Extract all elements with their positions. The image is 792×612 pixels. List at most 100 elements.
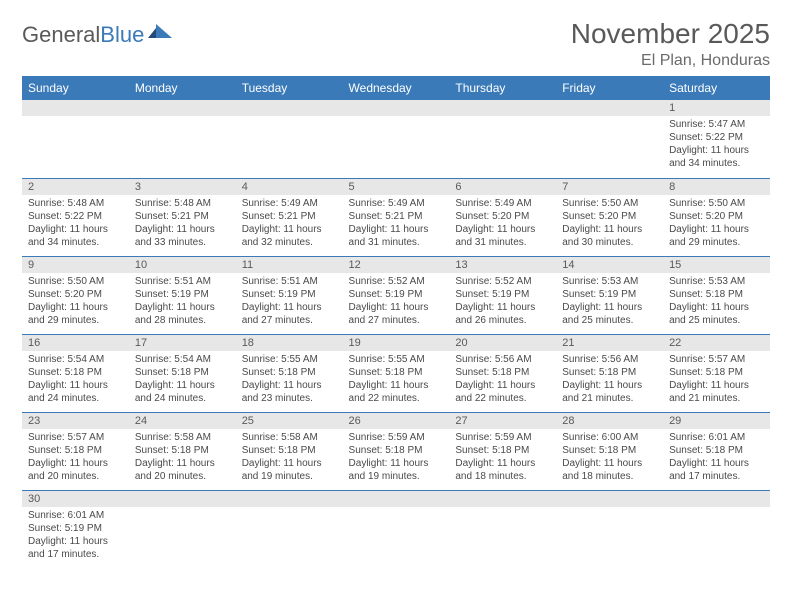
calendar-day-cell: 14Sunrise: 5:53 AMSunset: 5:19 PMDayligh… <box>556 256 663 334</box>
day-details: Sunrise: 5:51 AMSunset: 5:19 PMDaylight:… <box>236 273 343 331</box>
sunrise-text: Sunrise: 5:49 AM <box>242 197 337 210</box>
day-number: 6 <box>449 179 556 195</box>
calendar-day-cell: 28Sunrise: 6:00 AMSunset: 5:18 PMDayligh… <box>556 412 663 490</box>
daylight-text: Daylight: 11 hours and 20 minutes. <box>135 457 230 483</box>
day-details: Sunrise: 5:53 AMSunset: 5:19 PMDaylight:… <box>556 273 663 331</box>
calendar-week-row: 1Sunrise: 5:47 AMSunset: 5:22 PMDaylight… <box>22 100 770 178</box>
day-number: 5 <box>343 179 450 195</box>
calendar-week-row: 2Sunrise: 5:48 AMSunset: 5:22 PMDaylight… <box>22 178 770 256</box>
calendar-week-row: 16Sunrise: 5:54 AMSunset: 5:18 PMDayligh… <box>22 334 770 412</box>
calendar-day-cell <box>343 100 450 178</box>
sunset-text: Sunset: 5:20 PM <box>562 210 657 223</box>
day-details: Sunrise: 5:53 AMSunset: 5:18 PMDaylight:… <box>663 273 770 331</box>
day-number: 8 <box>663 179 770 195</box>
day-details: Sunrise: 5:49 AMSunset: 5:21 PMDaylight:… <box>236 195 343 253</box>
sunset-text: Sunset: 5:18 PM <box>28 444 123 457</box>
daylight-text: Daylight: 11 hours and 17 minutes. <box>28 535 123 561</box>
day-number: 28 <box>556 413 663 429</box>
daylight-text: Daylight: 11 hours and 22 minutes. <box>455 379 550 405</box>
sunset-text: Sunset: 5:18 PM <box>669 366 764 379</box>
daylight-text: Daylight: 11 hours and 31 minutes. <box>349 223 444 249</box>
day-details <box>449 116 556 122</box>
day-number <box>343 100 450 116</box>
sunset-text: Sunset: 5:18 PM <box>669 288 764 301</box>
day-details <box>343 507 450 513</box>
daylight-text: Daylight: 11 hours and 21 minutes. <box>669 379 764 405</box>
calendar-week-row: 9Sunrise: 5:50 AMSunset: 5:20 PMDaylight… <box>22 256 770 334</box>
daylight-text: Daylight: 11 hours and 29 minutes. <box>669 223 764 249</box>
day-details: Sunrise: 5:55 AMSunset: 5:18 PMDaylight:… <box>236 351 343 409</box>
day-number: 20 <box>449 335 556 351</box>
daylight-text: Daylight: 11 hours and 33 minutes. <box>135 223 230 249</box>
daylight-text: Daylight: 11 hours and 17 minutes. <box>669 457 764 483</box>
day-details: Sunrise: 6:01 AMSunset: 5:19 PMDaylight:… <box>22 507 129 565</box>
sunset-text: Sunset: 5:22 PM <box>669 131 764 144</box>
daylight-text: Daylight: 11 hours and 21 minutes. <box>562 379 657 405</box>
calendar-day-cell: 8Sunrise: 5:50 AMSunset: 5:20 PMDaylight… <box>663 178 770 256</box>
day-details: Sunrise: 5:57 AMSunset: 5:18 PMDaylight:… <box>22 429 129 487</box>
daylight-text: Daylight: 11 hours and 18 minutes. <box>562 457 657 483</box>
day-details: Sunrise: 6:01 AMSunset: 5:18 PMDaylight:… <box>663 429 770 487</box>
day-details: Sunrise: 5:58 AMSunset: 5:18 PMDaylight:… <box>129 429 236 487</box>
logo: GeneralBlue <box>22 18 174 48</box>
sunset-text: Sunset: 5:18 PM <box>669 444 764 457</box>
day-details: Sunrise: 5:49 AMSunset: 5:20 PMDaylight:… <box>449 195 556 253</box>
sunset-text: Sunset: 5:18 PM <box>349 444 444 457</box>
sunrise-text: Sunrise: 5:53 AM <box>562 275 657 288</box>
day-number: 7 <box>556 179 663 195</box>
day-details: Sunrise: 5:56 AMSunset: 5:18 PMDaylight:… <box>449 351 556 409</box>
calendar-day-cell <box>129 100 236 178</box>
day-number <box>343 491 450 507</box>
daylight-text: Daylight: 11 hours and 24 minutes. <box>135 379 230 405</box>
day-number <box>129 100 236 116</box>
sunrise-text: Sunrise: 6:00 AM <box>562 431 657 444</box>
day-number: 1 <box>663 100 770 116</box>
sunrise-text: Sunrise: 5:51 AM <box>135 275 230 288</box>
sunset-text: Sunset: 5:18 PM <box>562 366 657 379</box>
calendar-day-cell: 1Sunrise: 5:47 AMSunset: 5:22 PMDaylight… <box>663 100 770 178</box>
day-number <box>449 100 556 116</box>
calendar-day-cell: 4Sunrise: 5:49 AMSunset: 5:21 PMDaylight… <box>236 178 343 256</box>
calendar-day-cell: 16Sunrise: 5:54 AMSunset: 5:18 PMDayligh… <box>22 334 129 412</box>
sunrise-text: Sunrise: 5:57 AM <box>28 431 123 444</box>
sunrise-text: Sunrise: 5:47 AM <box>669 118 764 131</box>
day-details: Sunrise: 5:47 AMSunset: 5:22 PMDaylight:… <box>663 116 770 174</box>
daylight-text: Daylight: 11 hours and 20 minutes. <box>28 457 123 483</box>
day-number: 19 <box>343 335 450 351</box>
logo-text-1: General <box>22 22 100 48</box>
calendar-day-cell: 6Sunrise: 5:49 AMSunset: 5:20 PMDaylight… <box>449 178 556 256</box>
calendar-day-cell: 13Sunrise: 5:52 AMSunset: 5:19 PMDayligh… <box>449 256 556 334</box>
daylight-text: Daylight: 11 hours and 34 minutes. <box>28 223 123 249</box>
daylight-text: Daylight: 11 hours and 24 minutes. <box>28 379 123 405</box>
daylight-text: Daylight: 11 hours and 27 minutes. <box>349 301 444 327</box>
day-number: 27 <box>449 413 556 429</box>
calendar-day-cell: 3Sunrise: 5:48 AMSunset: 5:21 PMDaylight… <box>129 178 236 256</box>
sunrise-text: Sunrise: 6:01 AM <box>669 431 764 444</box>
day-details <box>663 507 770 513</box>
calendar-day-cell: 9Sunrise: 5:50 AMSunset: 5:20 PMDaylight… <box>22 256 129 334</box>
calendar-day-cell: 24Sunrise: 5:58 AMSunset: 5:18 PMDayligh… <box>129 412 236 490</box>
daylight-text: Daylight: 11 hours and 31 minutes. <box>455 223 550 249</box>
day-number: 24 <box>129 413 236 429</box>
sunset-text: Sunset: 5:19 PM <box>28 522 123 535</box>
calendar-day-cell <box>663 490 770 568</box>
daylight-text: Daylight: 11 hours and 27 minutes. <box>242 301 337 327</box>
sunrise-text: Sunrise: 5:51 AM <box>242 275 337 288</box>
sunrise-text: Sunrise: 5:58 AM <box>242 431 337 444</box>
sunrise-text: Sunrise: 5:48 AM <box>135 197 230 210</box>
sunrise-text: Sunrise: 5:53 AM <box>669 275 764 288</box>
calendar-day-cell <box>236 490 343 568</box>
weekday-header: Thursday <box>449 76 556 100</box>
day-details: Sunrise: 5:52 AMSunset: 5:19 PMDaylight:… <box>449 273 556 331</box>
day-details <box>556 116 663 122</box>
day-details: Sunrise: 5:50 AMSunset: 5:20 PMDaylight:… <box>556 195 663 253</box>
sunrise-text: Sunrise: 5:56 AM <box>455 353 550 366</box>
sunrise-text: Sunrise: 5:56 AM <box>562 353 657 366</box>
day-number <box>449 491 556 507</box>
calendar-day-cell <box>236 100 343 178</box>
day-number: 12 <box>343 257 450 273</box>
sunrise-text: Sunrise: 5:52 AM <box>349 275 444 288</box>
day-number <box>663 491 770 507</box>
sunrise-text: Sunrise: 5:49 AM <box>349 197 444 210</box>
weekday-header: Sunday <box>22 76 129 100</box>
